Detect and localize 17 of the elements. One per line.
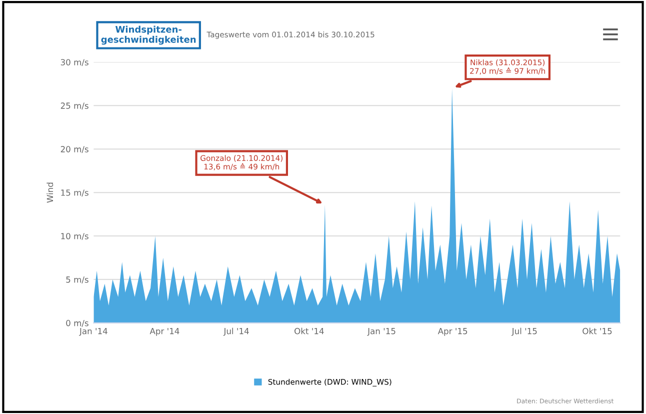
y-tick-label: 10 m/s xyxy=(61,232,88,240)
y-tick-label: 0 m/s xyxy=(66,320,88,327)
y-tick-label: 20 m/s xyxy=(60,146,88,153)
y-axis-title: Wind xyxy=(46,182,54,203)
x-tick-label: Okt '14 xyxy=(294,328,324,334)
x-tick-label: Jul '14 xyxy=(223,328,249,336)
y-tick-label: 5 m/s xyxy=(66,276,88,284)
x-tick-label: Apr '14 xyxy=(150,328,180,336)
y-tick-label: 15 m/s xyxy=(61,190,88,196)
x-tick-label: Jan '15 xyxy=(367,328,396,336)
y-tick-label: 30 m/s xyxy=(60,59,88,66)
y-tick-label: 25 m/s xyxy=(60,102,88,110)
chart-title: Windspitzen- geschwindigkeiten xyxy=(101,26,196,45)
x-tick-label: Okt '15 xyxy=(582,328,612,334)
x-tick-label: Apr '15 xyxy=(438,328,468,336)
x-tick-label: Jul '15 xyxy=(511,328,537,336)
x-tick-label: Jan '14 xyxy=(79,328,108,336)
